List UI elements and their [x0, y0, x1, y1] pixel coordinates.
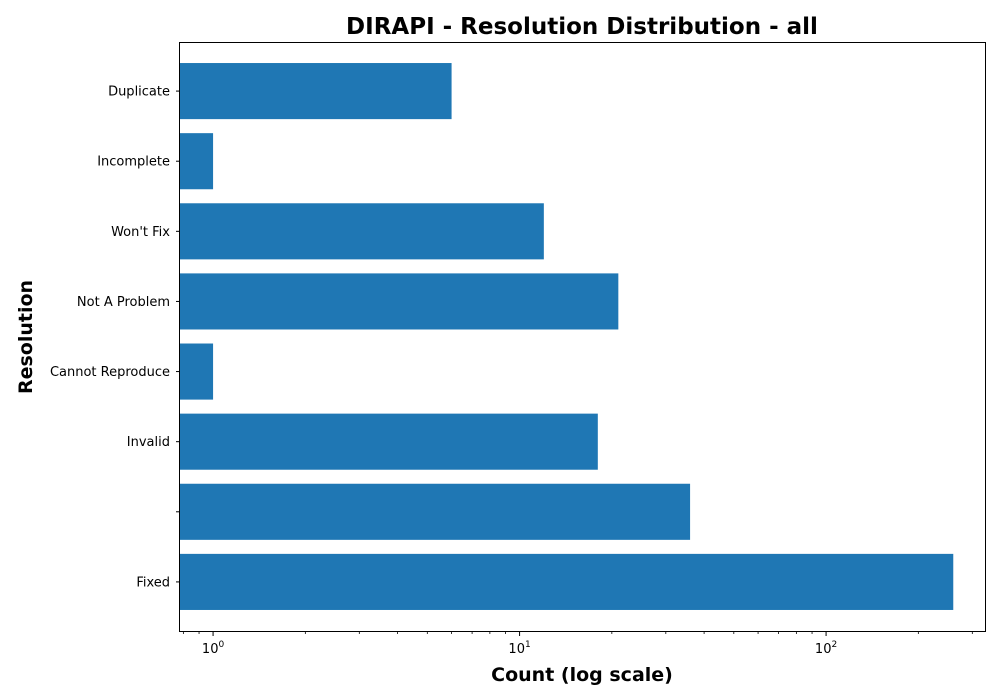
chart-title: DIRAPI - Resolution Distribution - all: [346, 14, 818, 40]
y-tick-label: Not A Problem: [77, 295, 170, 310]
bar: [180, 413, 598, 470]
y-tick-label: Fixed: [136, 575, 170, 590]
x-axis-label: Count (log scale): [491, 664, 673, 686]
y-tick-label: Cannot Reproduce: [50, 365, 170, 380]
x-tick-label: 102: [815, 640, 837, 657]
bar: [180, 553, 954, 610]
x-tick-label: 100: [202, 640, 225, 657]
y-tick-label: Duplicate: [108, 85, 170, 100]
bar: [180, 63, 452, 120]
y-tick-label: Won't Fix: [111, 225, 170, 240]
bars-group: [180, 63, 954, 610]
y-tick-label: Invalid: [127, 435, 170, 450]
bar: [180, 343, 214, 400]
bar: [180, 203, 544, 260]
y-axis-label: Resolution: [15, 280, 37, 394]
bar: [180, 133, 214, 190]
x-tick-label: 101: [508, 640, 530, 657]
ticks-group: Fixed Invalid Cannot Reproduce Not A Proble…: [50, 85, 973, 657]
bar: [180, 483, 691, 540]
bar: [180, 273, 619, 330]
plot-frame: [179, 42, 986, 632]
y-tick-label: Incomplete: [97, 155, 170, 170]
